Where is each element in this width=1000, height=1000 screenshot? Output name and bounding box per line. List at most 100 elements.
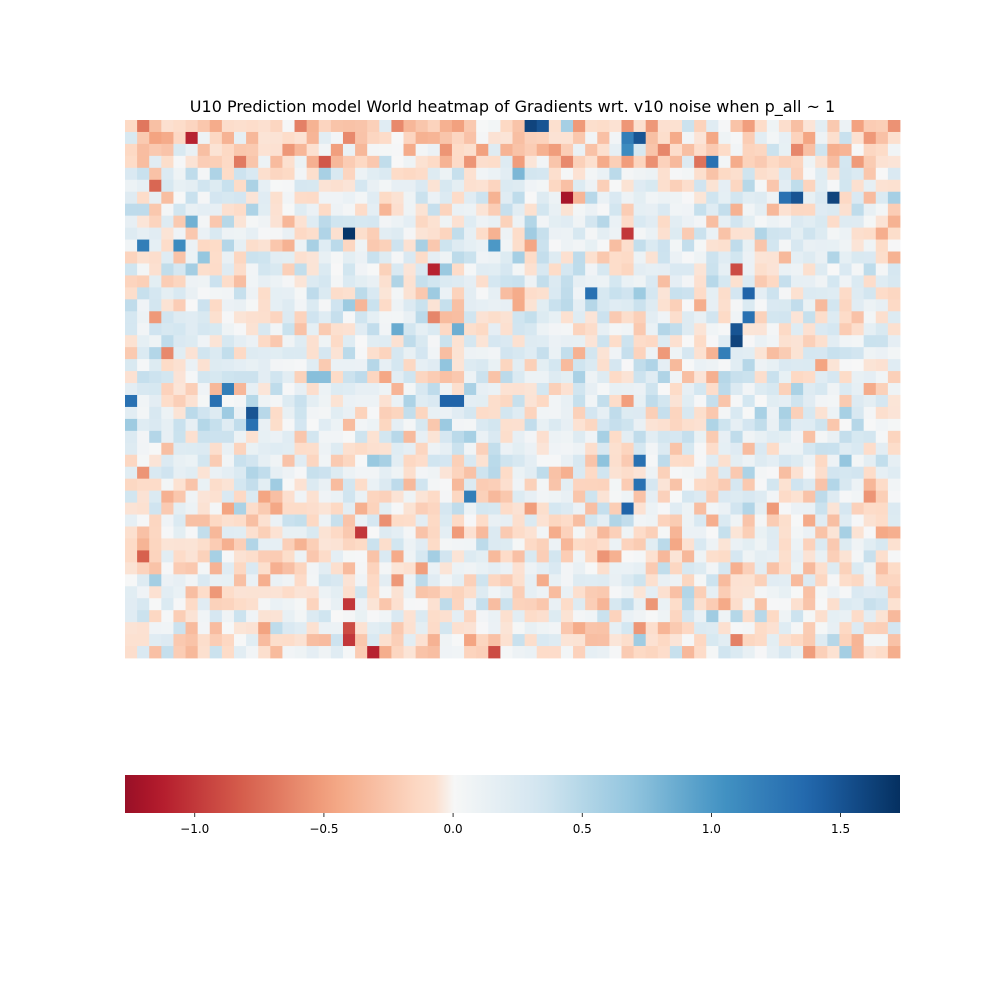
heatmap-cell [754, 167, 768, 181]
heatmap-cell [403, 275, 417, 288]
heatmap-cell [137, 251, 150, 264]
heatmap-cell [342, 430, 356, 444]
heatmap-cell [221, 550, 235, 563]
heatmap-cell [476, 502, 489, 515]
heatmap-cell [839, 275, 852, 288]
heatmap-cell [754, 383, 768, 396]
heatmap-cell [149, 622, 162, 635]
heatmap-cell [827, 215, 840, 228]
heatmap-cell [306, 227, 320, 240]
heatmap-cell [137, 466, 150, 480]
heatmap-cell [403, 179, 417, 193]
heatmap-cell [863, 466, 877, 480]
heatmap-cell [706, 263, 719, 276]
heatmap-cell [524, 502, 538, 515]
heatmap-cell [742, 622, 756, 635]
heatmap-cell [803, 466, 816, 480]
heatmap-cell [355, 299, 368, 312]
heatmap-cell [415, 383, 429, 396]
heatmap-cell [827, 502, 840, 515]
heatmap-cell [282, 323, 295, 336]
heatmap-cell [851, 490, 865, 503]
heatmap-cell [379, 263, 392, 276]
heatmap-cell [669, 239, 683, 252]
heatmap-cell [791, 251, 804, 264]
heatmap-cell [197, 263, 211, 276]
heatmap-cell [609, 263, 622, 276]
heatmap-cell [597, 418, 610, 432]
heatmap-cell [633, 586, 647, 599]
heatmap-cell [476, 442, 489, 456]
heatmap-cell [815, 299, 828, 312]
heatmap-cell [718, 167, 731, 181]
heatmap-cell [815, 598, 828, 611]
heatmap-cell [149, 311, 162, 324]
heatmap-cell [609, 538, 622, 551]
heatmap-cell [318, 167, 332, 181]
heatmap-cell [125, 562, 138, 575]
heatmap-cell [609, 526, 622, 539]
heatmap-cell [621, 215, 634, 228]
heatmap-cell [258, 646, 271, 659]
heatmap-cell [633, 239, 647, 252]
heatmap-cell [209, 335, 223, 348]
heatmap-cell [718, 610, 731, 623]
heatmap-cell [669, 562, 683, 575]
heatmap-cell [125, 131, 138, 145]
heatmap-cell [379, 167, 392, 181]
heatmap-cell [367, 323, 380, 336]
heatmap-cell [875, 562, 889, 575]
heatmap-cell [379, 239, 392, 252]
heatmap-cell [282, 550, 295, 563]
heatmap-cell [694, 299, 707, 312]
heatmap-cell [294, 383, 308, 396]
heatmap-cell [633, 371, 647, 384]
heatmap-cell [754, 263, 768, 276]
heatmap-cell [161, 430, 174, 444]
heatmap-cell [645, 454, 659, 468]
heatmap-cell [706, 239, 719, 252]
heatmap-cell [536, 335, 550, 348]
heatmap-cell [706, 131, 719, 145]
heatmap-cell [621, 287, 634, 300]
heatmap-cell [791, 323, 804, 336]
heatmap-cell [270, 251, 283, 264]
heatmap-cell [669, 131, 683, 145]
heatmap-cell [633, 490, 647, 503]
heatmap-cell [621, 239, 634, 252]
heatmap-cell [318, 347, 332, 360]
heatmap-cell [815, 120, 828, 133]
heatmap-cell [718, 430, 731, 444]
heatmap-cell [294, 335, 308, 348]
heatmap-cell [246, 275, 259, 288]
heatmap-cell [439, 574, 453, 587]
heatmap-cell [706, 622, 719, 635]
heatmap-cell [415, 203, 429, 217]
heatmap-cell [585, 179, 598, 193]
heatmap-cell [161, 287, 174, 300]
heatmap-cell [137, 167, 150, 181]
heatmap-cell [500, 406, 513, 420]
heatmap-cell [306, 287, 320, 300]
heatmap-cell [754, 442, 768, 456]
heatmap-cell [560, 347, 574, 360]
heatmap-cell [464, 239, 477, 252]
heatmap-cell [439, 239, 453, 252]
heatmap-cell [887, 287, 901, 300]
heatmap-cell [887, 610, 901, 623]
heatmap-cell [233, 239, 247, 252]
heatmap-cell [379, 323, 392, 336]
heatmap-cell [791, 143, 804, 157]
heatmap-cell [451, 562, 465, 575]
heatmap-cell [355, 442, 368, 456]
heatmap-cell [427, 466, 441, 480]
heatmap-cell [657, 347, 671, 360]
heatmap-cell [585, 634, 598, 647]
heatmap-cell [827, 323, 840, 336]
heatmap-cell [246, 454, 259, 468]
heatmap-cell [815, 550, 828, 563]
heatmap-cell [682, 538, 695, 551]
heatmap-cell [367, 155, 380, 169]
heatmap-cell [754, 466, 768, 480]
heatmap-cell [730, 406, 743, 420]
